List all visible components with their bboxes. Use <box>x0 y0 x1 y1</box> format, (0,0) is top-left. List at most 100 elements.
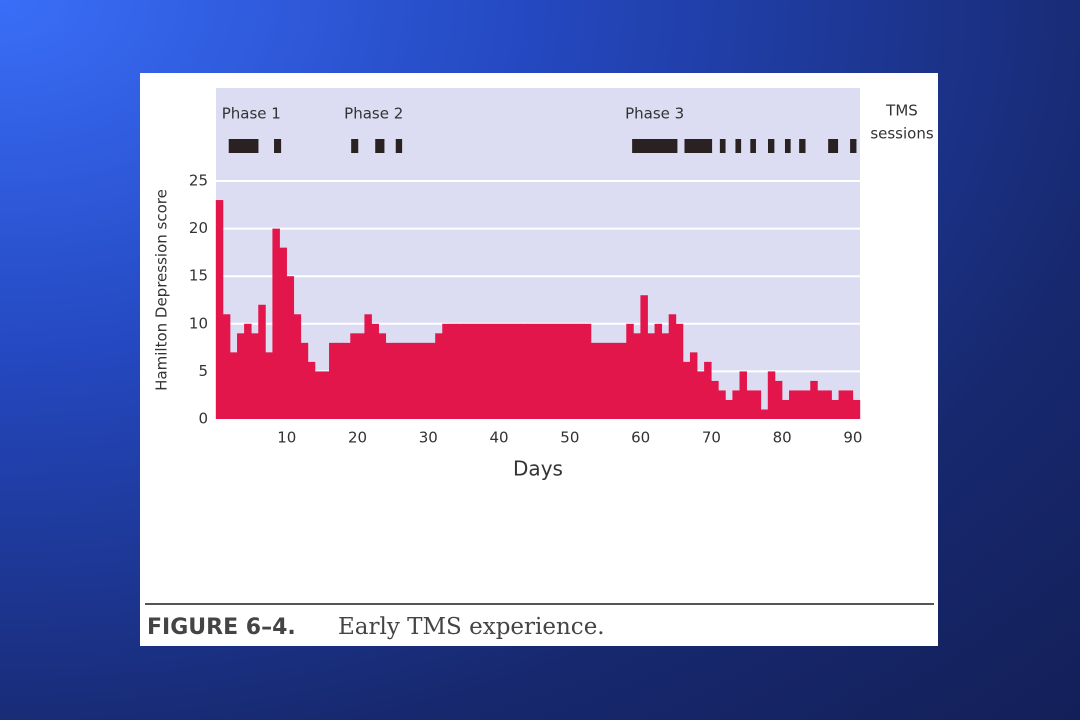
bar <box>760 409 769 419</box>
bar <box>640 295 648 419</box>
phase-label: Phase 3 <box>625 105 684 123</box>
bar <box>781 399 790 419</box>
bar <box>689 352 698 419</box>
bar <box>789 390 797 419</box>
tms-session <box>799 139 806 153</box>
bar <box>527 323 535 419</box>
bar <box>612 342 620 419</box>
bar <box>668 314 677 419</box>
tms-session <box>735 139 742 153</box>
bar <box>215 200 224 419</box>
tms-session <box>274 139 282 153</box>
y-tick-label: 0 <box>198 410 208 428</box>
bar <box>682 361 691 419</box>
bar <box>562 323 571 419</box>
bar <box>435 333 443 419</box>
bar <box>817 390 825 419</box>
bar <box>456 323 464 419</box>
bar <box>406 342 415 419</box>
bar <box>824 390 832 419</box>
bar <box>336 342 344 419</box>
bar <box>491 323 500 419</box>
bar <box>697 371 705 419</box>
bar <box>222 314 231 419</box>
bar <box>647 333 655 419</box>
bar <box>470 323 479 419</box>
bar <box>590 342 599 419</box>
bar <box>831 399 839 419</box>
bar <box>442 323 450 419</box>
bar <box>838 390 847 419</box>
caption-label: FIGURE 6–4. <box>147 615 296 640</box>
bar <box>378 333 387 419</box>
tms-session <box>351 139 359 153</box>
bar <box>413 342 422 419</box>
bar <box>307 361 316 419</box>
y-axis-label: Hamilton Depression score <box>153 189 171 391</box>
x-tick-label: 40 <box>490 429 509 447</box>
bar <box>803 390 811 419</box>
bar <box>343 342 351 419</box>
bar <box>767 371 776 419</box>
bar <box>371 323 379 419</box>
bar <box>605 342 613 419</box>
tms-session <box>632 139 678 153</box>
y-tick-label: 5 <box>198 362 208 380</box>
y-tick-label: 10 <box>189 314 208 332</box>
bar <box>810 380 818 419</box>
bar <box>513 323 521 419</box>
bar <box>597 342 606 419</box>
bar <box>251 333 259 419</box>
bar <box>583 323 592 419</box>
bar <box>286 276 295 419</box>
bar <box>541 323 549 419</box>
x-tick-label: 60 <box>631 429 650 447</box>
x-tick-label: 20 <box>348 429 367 447</box>
bar <box>534 323 542 419</box>
tms-session <box>684 139 713 153</box>
tms-session <box>828 139 839 153</box>
tms-session <box>395 139 403 153</box>
bar <box>845 390 854 419</box>
tms-session <box>228 139 259 153</box>
bar <box>576 323 585 419</box>
y-tick-label: 15 <box>189 267 208 285</box>
bar <box>385 342 394 419</box>
bar <box>732 390 740 419</box>
bar <box>725 399 733 419</box>
tms-session <box>784 139 791 153</box>
phase-label: Phase 1 <box>222 105 281 123</box>
caption-text: Early TMS experience. <box>338 614 605 640</box>
x-axis-label: Days <box>513 457 563 481</box>
bar <box>739 371 747 419</box>
bar <box>300 342 309 419</box>
bar <box>350 333 358 419</box>
bar <box>555 323 563 419</box>
bar <box>449 323 457 419</box>
bar <box>654 323 663 419</box>
x-tick-label: 70 <box>702 429 721 447</box>
x-tick-label: 90 <box>843 429 862 447</box>
sessions-label: TMS <box>885 102 918 120</box>
tms-session <box>375 139 385 153</box>
bar <box>399 342 408 419</box>
bar <box>661 333 670 419</box>
bar <box>272 228 280 419</box>
bar <box>484 323 493 419</box>
bar <box>477 323 486 419</box>
bar <box>718 390 726 419</box>
x-tick-label: 80 <box>773 429 792 447</box>
tms-session <box>750 139 756 153</box>
bar <box>548 323 556 419</box>
bar <box>746 390 755 419</box>
bar <box>569 323 578 419</box>
bar <box>244 323 252 419</box>
bar <box>711 380 719 419</box>
bar <box>505 323 514 419</box>
x-tick-label: 50 <box>560 429 579 447</box>
bar <box>619 342 627 419</box>
bar <box>364 314 372 419</box>
y-tick-label: 20 <box>189 219 208 237</box>
bar <box>279 247 287 419</box>
